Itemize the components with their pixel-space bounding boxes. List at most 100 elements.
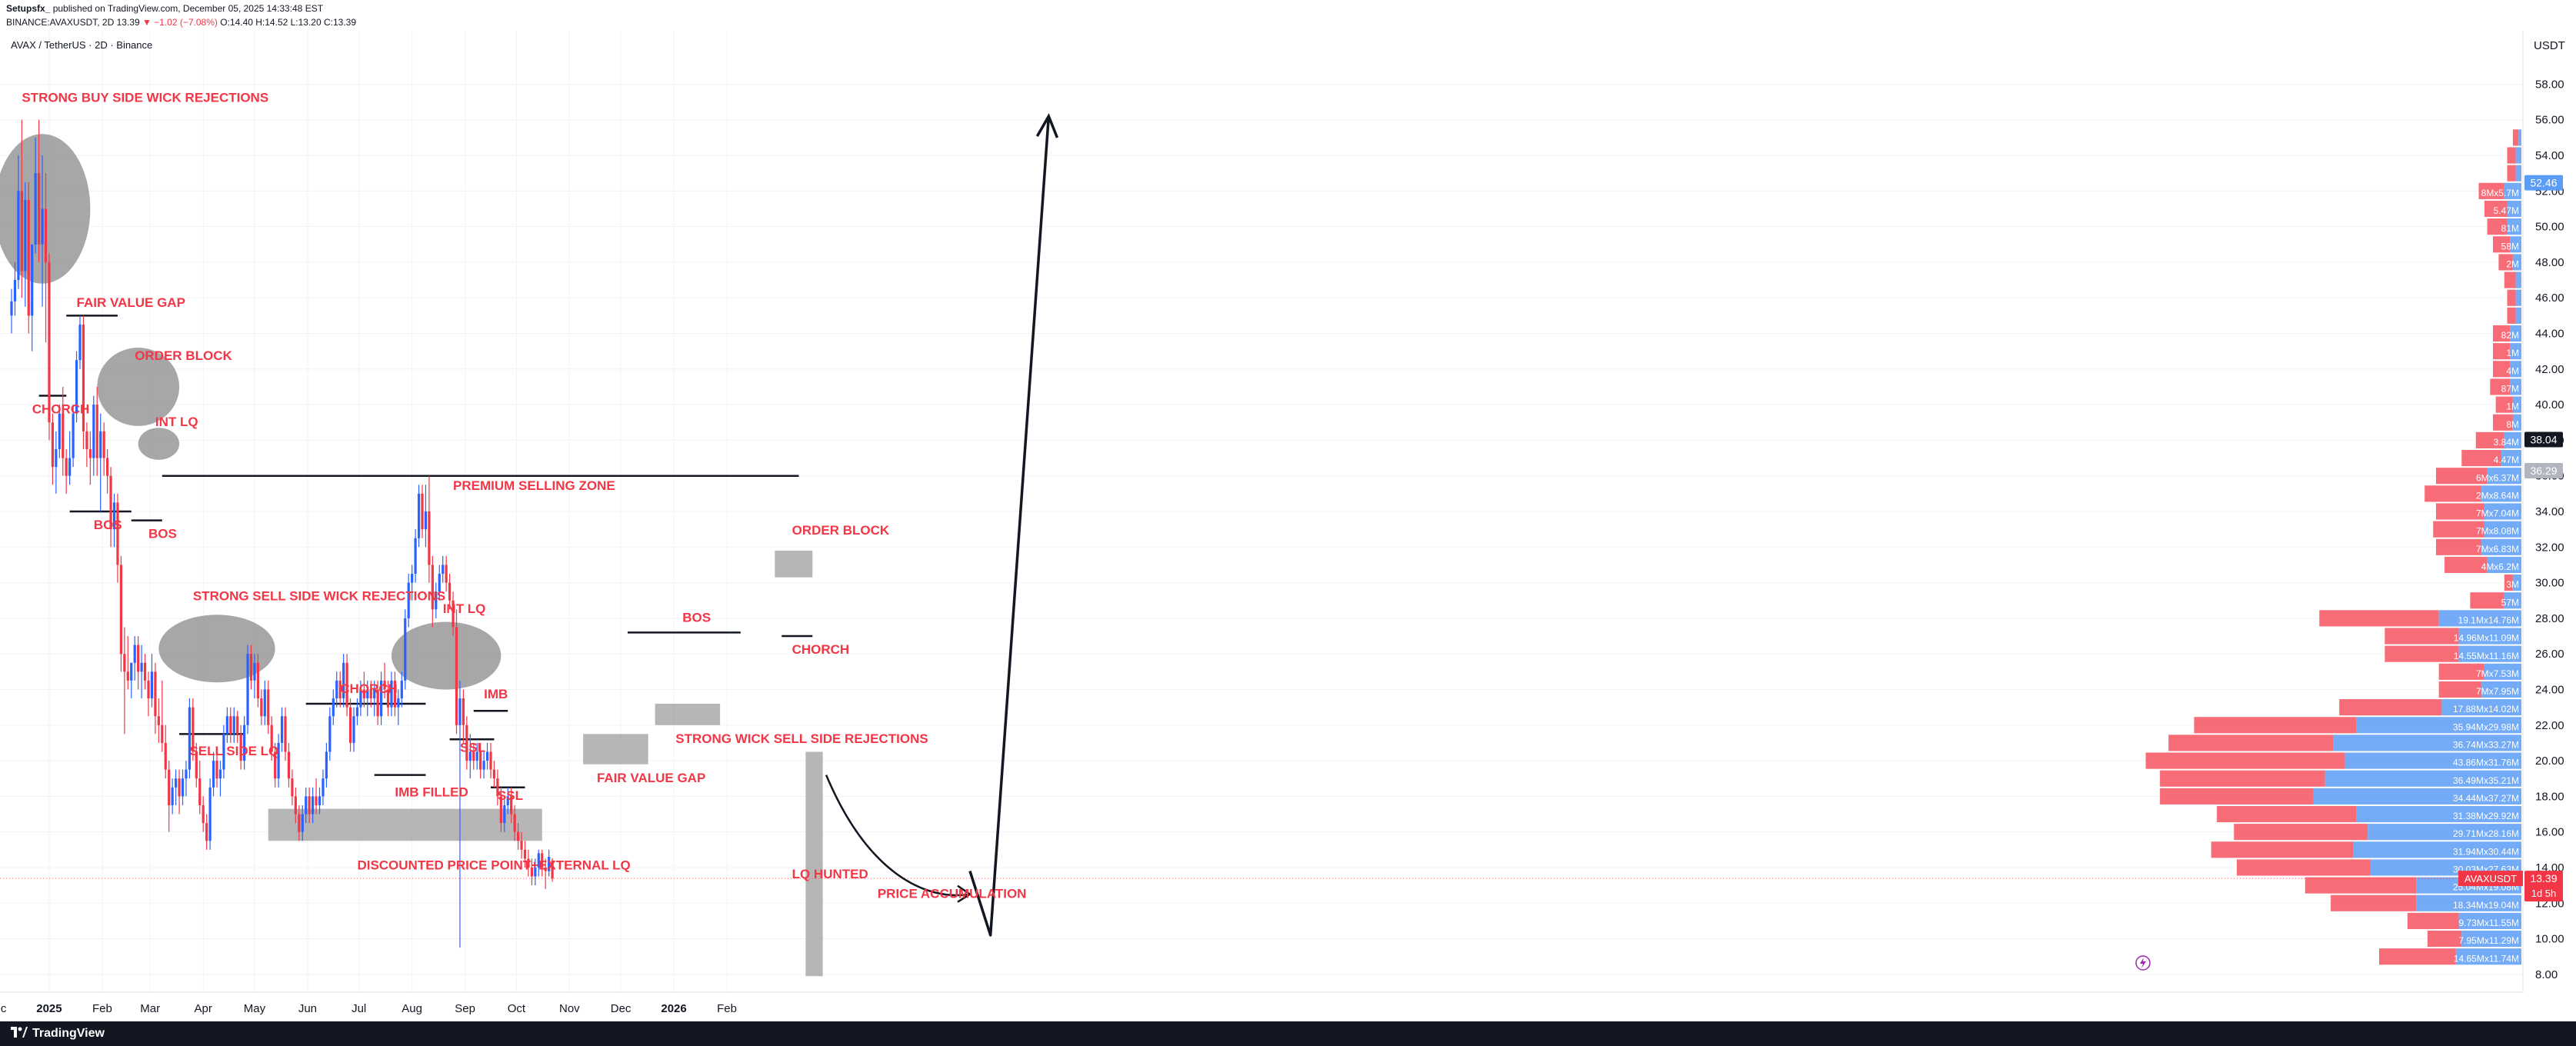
zone-box	[655, 704, 721, 725]
vp-label: 7Mx7.04M	[2476, 508, 2519, 519]
chart-title: AVAX / TetherUS · 2D · Binance	[11, 39, 152, 51]
annotation-label: CHORCH	[792, 642, 850, 657]
candle	[236, 711, 239, 743]
vp-bar-down	[2493, 414, 2513, 431]
candle	[445, 555, 448, 592]
x-tick-label: Apr	[195, 1002, 212, 1015]
vp-bar-down	[2507, 147, 2516, 164]
candle	[421, 485, 424, 538]
candle	[475, 742, 478, 770]
candle	[465, 716, 468, 770]
y-tick-label: 28.00	[2535, 612, 2564, 625]
x-tick-label: Nov	[559, 1002, 580, 1015]
vp-bar-down	[2493, 343, 2511, 360]
candle	[506, 787, 509, 814]
zone-box	[268, 808, 542, 841]
candle	[355, 698, 359, 725]
zone-box	[805, 751, 823, 977]
candle	[95, 386, 98, 476]
vp-label: 43.86Mx31.76M	[2453, 758, 2519, 768]
tradingview-logo[interactable]: TradingView	[11, 1027, 105, 1041]
zones	[268, 550, 823, 977]
price-axis[interactable]: USDT 8.0010.0012.0014.0016.0018.0020.002…	[2522, 31, 2576, 1021]
candle	[133, 636, 136, 681]
vp-bar-down	[2436, 538, 2482, 555]
candle	[335, 671, 338, 708]
vp-bar-down	[2507, 307, 2516, 324]
structure-lines	[38, 315, 813, 789]
vp-label: 87M	[2501, 384, 2519, 395]
candle	[322, 769, 325, 805]
vp-label: 36.74Mx33.27M	[2453, 740, 2519, 751]
candle	[527, 849, 530, 877]
vp-bar-up	[2461, 930, 2521, 948]
lightning-icon[interactable]	[2135, 955, 2151, 971]
candle	[404, 609, 407, 690]
candle	[428, 475, 431, 583]
vp-bar-down	[2194, 717, 2357, 734]
candle	[287, 742, 291, 788]
candle	[17, 155, 20, 289]
candle	[280, 707, 284, 752]
candle	[185, 761, 188, 797]
candle	[55, 431, 58, 494]
candle	[551, 858, 554, 882]
vp-bar-up	[2438, 610, 2521, 627]
candle	[308, 787, 311, 824]
vp-label: 14.65Mx11.74M	[2454, 953, 2519, 964]
wick-ellipse	[138, 428, 180, 460]
grid	[0, 31, 2523, 992]
vp-label: 19.1Mx14.76M	[2458, 615, 2519, 625]
candle	[208, 778, 212, 850]
candle	[175, 769, 178, 805]
y-tick-label: 30.00	[2535, 577, 2564, 590]
currency-label: USDT	[2534, 39, 2565, 52]
vp-bar-down	[2512, 129, 2519, 146]
vp-bar-down	[2493, 236, 2511, 253]
candle	[442, 555, 445, 583]
price-change: ▼ −1.02 (−7.08%)	[142, 17, 218, 28]
accumulation-arrowhead	[957, 884, 972, 903]
vp-label: 58M	[2501, 241, 2519, 252]
y-tick-label: 48.00	[2535, 256, 2564, 269]
vp-label: 7Mx6.83M	[2476, 544, 2519, 555]
candle	[31, 244, 34, 351]
svg-text:36.29: 36.29	[2530, 465, 2557, 477]
candle	[239, 725, 242, 770]
candle	[362, 671, 365, 708]
candle	[448, 574, 452, 610]
x-tick-label: Mar	[140, 1002, 160, 1015]
y-tick-label: 54.00	[2535, 149, 2564, 162]
price-tag: 52.46	[2524, 175, 2563, 191]
author-name[interactable]: Setupsfx_	[6, 3, 51, 14]
price-chart[interactable]: 8Mx5.7M 5.47M 81M 58M 2M 82M 1M 4M 87M 1M 8M 3.84M 4…	[0, 31, 2576, 1021]
vp-label: 17.88Mx14.02M	[2453, 704, 2519, 715]
candle	[150, 654, 154, 708]
candle	[85, 422, 88, 468]
vp-bar-up	[2344, 752, 2521, 769]
candle	[530, 858, 533, 886]
chart-background	[0, 31, 2576, 1021]
vp-label: 1M	[2506, 348, 2519, 358]
candle	[41, 155, 44, 307]
vp-label: 7Mx7.95M	[2476, 686, 2519, 697]
candle	[438, 565, 441, 601]
candle	[24, 182, 27, 307]
candle	[267, 680, 270, 735]
candle	[407, 574, 410, 628]
time-axis[interactable]: Dec 2025 Feb Mar Apr May Jun Jul Aug Sep Oct Nov Dec…	[0, 991, 2523, 1015]
candle	[20, 119, 23, 298]
candle	[376, 680, 379, 725]
candle	[383, 662, 386, 699]
symbol-info: BINANCE:AVAXUSDT, 2D 13.39	[6, 17, 142, 28]
candle	[325, 742, 328, 788]
candle	[513, 804, 516, 841]
vp-bar-up	[2512, 396, 2521, 413]
tradingview-logo-icon	[11, 1027, 28, 1038]
candle	[27, 182, 30, 334]
vp-bar-down	[2493, 325, 2511, 342]
candle	[222, 725, 225, 779]
y-tick-label: 44.00	[2535, 328, 2564, 341]
x-tick-label: Dec	[0, 1002, 7, 1015]
vp-bar-down	[2168, 735, 2334, 751]
